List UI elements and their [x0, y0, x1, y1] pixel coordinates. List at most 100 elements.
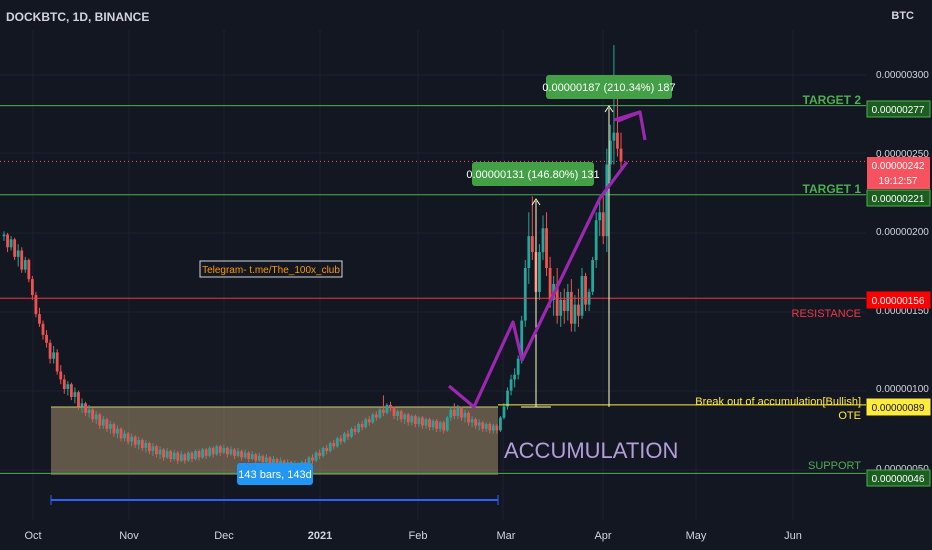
candle-body	[399, 411, 403, 420]
projection-path	[447, 161, 629, 409]
candle-body	[98, 414, 102, 426]
candle-body	[201, 449, 204, 458]
x-tick-label: Nov	[119, 530, 139, 542]
accumulation-label: ACCUMULATION	[504, 438, 678, 463]
x-tick-label: Dec	[214, 530, 234, 542]
candle-body	[470, 419, 474, 423]
y-tick-label: 0.00000100	[876, 384, 929, 395]
candle-body	[94, 414, 98, 420]
candle-body	[225, 447, 229, 455]
telegram-note: Telegram- t.me/The_100x_club	[202, 265, 340, 276]
candle-body	[133, 436, 137, 445]
candle-body	[9, 239, 13, 248]
candle-body	[183, 454, 187, 461]
price-tag	[866, 189, 931, 207]
candle-body	[204, 449, 208, 456]
candle-body	[566, 291, 570, 311]
candle-body	[222, 447, 226, 453]
candle-body	[332, 443, 336, 447]
move1-label: 0.00000131 (146.80%) 131	[466, 169, 599, 181]
candle-body	[520, 320, 524, 359]
move2-label: 0.00000187 (210.34%) 187	[542, 82, 675, 94]
candle-body	[126, 433, 130, 442]
breakout-label: Break out of accumulation[Bullish]	[695, 396, 861, 408]
candle-body	[509, 379, 513, 391]
candle-body	[413, 416, 417, 425]
x-tick-label: 2021	[308, 530, 332, 542]
candle-body	[495, 425, 499, 431]
candle-body	[499, 417, 502, 431]
x-tick-label: May	[686, 530, 707, 542]
candle-body	[275, 459, 279, 466]
candle-body	[406, 414, 410, 423]
candle-body	[569, 291, 573, 324]
candle-body	[41, 323, 45, 335]
x-tick-label: Jun	[784, 530, 802, 542]
candle-body	[87, 409, 91, 413]
y-tick-label: 0.00000200	[876, 227, 929, 238]
candle-body	[527, 236, 531, 268]
candle-body	[261, 455, 265, 463]
candle-body	[591, 260, 595, 292]
projection-arrowhead	[617, 110, 647, 141]
candle-body	[360, 424, 364, 428]
candle-body	[229, 449, 233, 455]
candle-body	[601, 212, 605, 237]
candle-body	[350, 428, 353, 437]
candle-body	[162, 449, 165, 458]
candle-body	[392, 408, 396, 417]
price-tag	[866, 291, 931, 309]
y-tick-label: 0.00000150	[876, 306, 929, 317]
candle-body	[616, 132, 619, 149]
candle-body	[367, 419, 371, 423]
last-price-label: 0.00000242	[872, 161, 925, 172]
candle-body	[30, 279, 34, 296]
price-tag	[866, 469, 931, 487]
symbol-title[interactable]: DOCKBTC, 1D, BINANCE	[6, 10, 150, 24]
currency-label: BTC	[891, 10, 914, 22]
candle-body	[488, 424, 492, 431]
candle-body	[548, 268, 552, 300]
candle-body	[431, 420, 435, 428]
candle-body	[385, 404, 389, 413]
candle-body	[435, 420, 439, 429]
candle-body	[481, 422, 485, 429]
y-tick-label: 0.00000300	[876, 70, 929, 81]
candle-body	[378, 409, 382, 418]
candle-body	[16, 250, 20, 257]
candle-body	[364, 419, 368, 428]
level-label: TARGET 2	[803, 93, 862, 107]
candle-body	[619, 148, 623, 162]
candle-body	[513, 374, 517, 380]
candle-body	[52, 352, 56, 359]
candle-body	[314, 452, 318, 461]
measure-arrow-1	[531, 198, 541, 206]
candle-body	[151, 446, 155, 452]
candle-body	[112, 424, 116, 434]
candle-body	[123, 433, 126, 439]
price-tag	[866, 100, 931, 118]
candle-body	[421, 417, 424, 426]
telegram-box	[199, 260, 343, 278]
level-label: RESISTANCE	[792, 308, 861, 320]
candle-body	[307, 457, 311, 466]
candle-body	[573, 304, 577, 324]
candle-body	[538, 252, 541, 292]
candle-body	[477, 422, 481, 426]
candle-body	[530, 236, 534, 253]
level-label: SUPPORT	[808, 460, 861, 472]
candle-body	[442, 422, 446, 431]
candle-body	[172, 452, 176, 460]
move1-badge	[472, 162, 594, 186]
candle-body	[449, 409, 453, 418]
candle-body	[577, 304, 580, 316]
candle-body	[598, 212, 602, 221]
candle-body	[218, 446, 222, 453]
candle-body	[335, 438, 339, 447]
candle-body	[55, 352, 59, 372]
candle-body	[523, 268, 527, 321]
candle-body	[428, 419, 431, 428]
price-tag-label: 0.00000221	[872, 194, 925, 205]
